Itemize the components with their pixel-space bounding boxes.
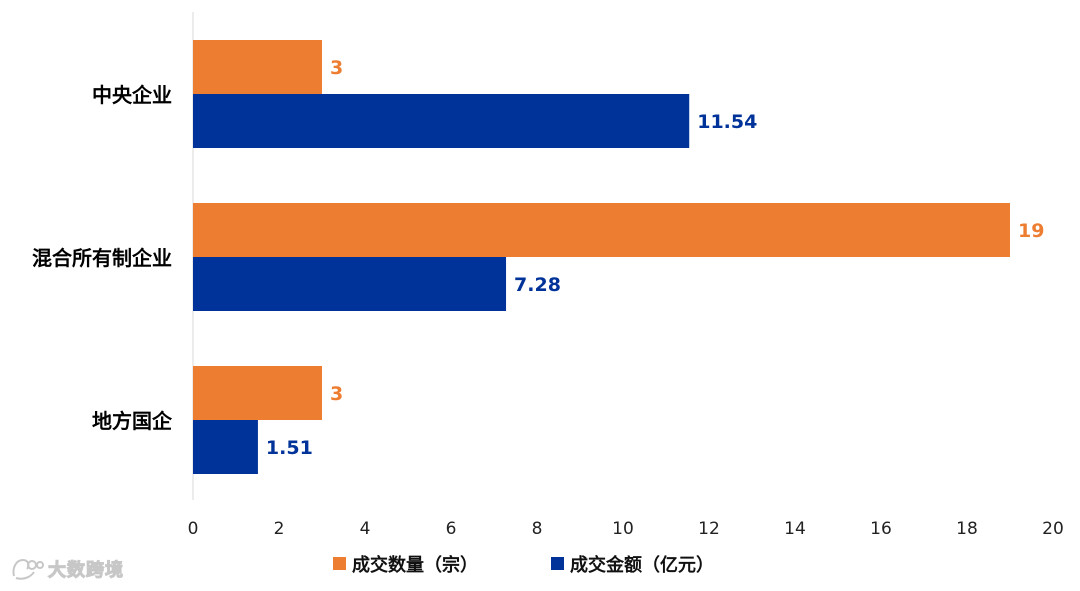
x-tick-label-12: 12 (698, 519, 720, 539)
bar-amount-central (193, 94, 690, 148)
legend-label-count: 成交数量（宗） (352, 554, 478, 576)
brand-logo-icon (12, 558, 44, 580)
category-label-mixed: 混合所有制企业 (32, 246, 172, 270)
x-tick-label-2: 2 (274, 519, 285, 539)
x-tick-label-0: 0 (188, 519, 199, 539)
legend-swatch-count (333, 557, 346, 570)
x-tick-label-16: 16 (870, 519, 892, 539)
data-label-amount-local: 1.51 (266, 437, 313, 459)
x-axis-ticks: 0 2 4 6 8 10 12 14 16 18 20 (188, 519, 1064, 539)
data-label-amount-mixed: 7.28 (514, 274, 561, 296)
data-label-amount-central: 11.54 (697, 111, 757, 133)
legend-swatch-amount (551, 557, 564, 570)
category-label-central: 中央企业 (92, 83, 172, 107)
bar-count-central (193, 40, 322, 94)
data-label-count-mixed: 19 (1018, 220, 1044, 242)
watermark-text: 大数跨境 (48, 560, 124, 582)
x-tick-label-14: 14 (784, 519, 806, 539)
category-label-local: 地方国企 (92, 409, 173, 433)
x-tick-label-10: 10 (612, 519, 634, 539)
x-tick-label-4: 4 (360, 519, 371, 539)
x-tick-label-6: 6 (446, 519, 457, 539)
bar-count-local (193, 366, 322, 420)
x-tick-label-20: 20 (1042, 519, 1064, 539)
x-tick-label-18: 18 (956, 519, 978, 539)
x-tick-label-8: 8 (532, 519, 543, 539)
watermark: 大数跨境 (10, 556, 124, 582)
data-label-count-local: 3 (330, 383, 343, 405)
bar-amount-local (193, 420, 258, 474)
data-label-count-central: 3 (330, 57, 343, 79)
bar-count-mixed (193, 203, 1010, 257)
legend-label-amount: 成交金额（亿元） (570, 554, 714, 576)
bars-layer: 3 11.54 19 7.28 3 1.51 (193, 40, 1044, 474)
bar-amount-mixed (193, 257, 507, 311)
